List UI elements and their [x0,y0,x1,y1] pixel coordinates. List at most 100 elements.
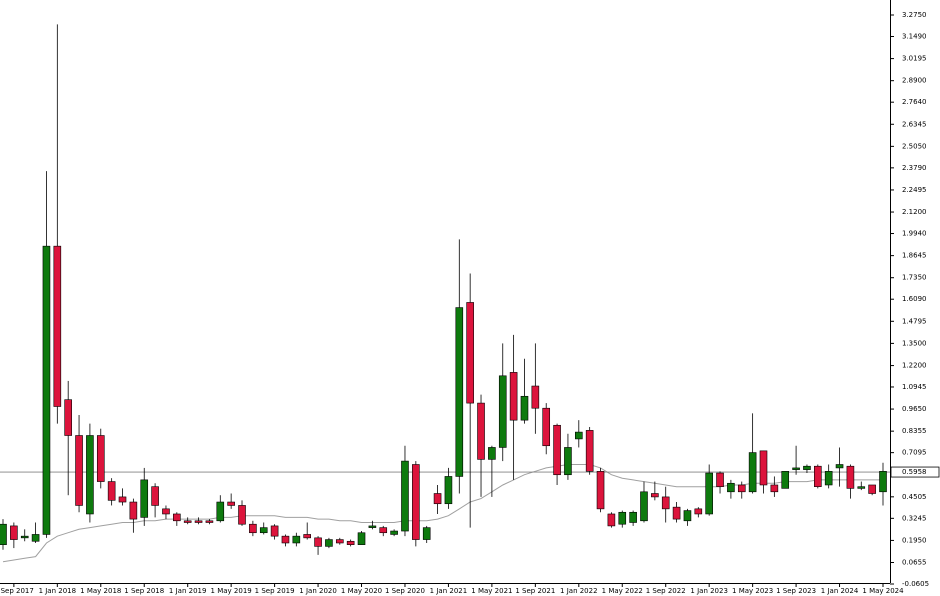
candle-body [553,424,561,476]
candle-body [781,471,790,489]
y-tick-label: 0.3245 [902,514,927,522]
y-tick-label: 1.0945 [902,383,927,391]
y-tick-label: 0.1950 [902,536,927,544]
candle-body [683,510,692,522]
y-tick-label: -0.0605 [902,580,929,588]
candle-body [151,486,159,506]
x-tick-label: 1 Jan 2022 [560,587,598,595]
candle-body [53,245,62,407]
candle-body [672,506,681,520]
candle-body [814,465,822,487]
x-tick-label: 1 Sep 2021 [515,587,555,595]
candle-body [488,447,496,460]
candle-body [857,486,866,489]
candle-body [607,513,616,527]
x-tick-label: 1 Sep 2017 [0,587,34,595]
candle-body [759,450,768,486]
candle-body [357,532,366,545]
moving-average-line [2,464,883,563]
candle-body [390,530,398,535]
x-tick-label: 1 May 2024 [862,587,904,595]
candle-body [227,501,235,506]
x-tick-label: 1 Jan 2021 [430,587,468,595]
x-tick-label: 1 Sep 2020 [385,587,425,595]
candle-body [455,307,464,477]
x-tick-label: 1 Sep 2019 [255,587,295,595]
last-price-box [890,466,940,478]
candle-body [498,375,507,448]
candle-body [422,527,431,540]
candle-body [249,523,257,534]
y-tick-label: 0.7095 [902,449,927,457]
candle-body [401,460,409,532]
candle-body [10,525,18,540]
candle-body [444,476,453,505]
candle-body [585,430,594,472]
candle-body [64,399,72,436]
candle-body [868,484,876,494]
y-tick-label: 2.6345 [902,120,927,128]
candle-body [629,511,637,523]
candle-body [803,465,811,470]
candle-body [86,435,94,515]
y-tick-label: 1.3500 [902,339,927,347]
candle-body [205,520,214,523]
candle-body [259,527,268,534]
candle-body [314,537,322,547]
candle-body [140,479,149,518]
y-tick-label: 0.8355 [902,427,927,435]
x-tick-label: 1 Sep 2022 [646,587,686,595]
candle-body [575,431,583,440]
candle-body [270,525,279,537]
x-tick-label: 1 Jan 2020 [299,587,337,595]
last-price-label: 0.5958 [902,468,927,476]
candle-body [651,493,659,498]
candle-body [477,402,485,460]
candle-body [20,535,29,539]
y-tick-label: 3.2750 [902,11,927,19]
candle-body [531,385,540,409]
y-tick-label: 0.0655 [902,559,927,567]
candle-body [509,372,518,421]
y-tick-label: 3.0195 [902,55,927,63]
x-tick-label: 1 Jan 2023 [690,587,728,595]
y-tick-label: 2.2495 [902,186,927,194]
candle-body [792,467,800,470]
y-tick-label: 2.5050 [902,142,927,150]
candle-body [173,513,181,522]
candle-body [466,302,474,404]
candle-body [216,501,225,522]
candle-body [162,508,170,515]
y-tick-label: 1.9940 [902,230,927,238]
candle-body [238,505,246,525]
y-tick-label: 1.2200 [902,362,927,370]
y-tick-label: 0.4505 [902,493,927,501]
x-tick-label: 1 May 2020 [341,587,382,595]
x-tick-label: 1 Jan 2024 [821,587,859,595]
y-tick-label: 1.4795 [902,317,927,325]
y-tick-label: 2.7640 [902,98,927,106]
x-tick-label: 1 Sep 2023 [776,587,816,595]
candle-body [835,464,844,469]
y-tick-label: 2.1200 [902,208,927,216]
y-tick-label: 3.1490 [902,33,927,41]
candle-body [727,482,735,493]
candle-body [433,493,442,505]
candle-body [292,535,301,544]
candle-body [520,395,529,421]
x-tick-label: 1 May 2022 [602,587,643,595]
x-tick-label: 1 May 2018 [80,587,121,595]
candle-body [42,245,51,535]
candle-body [325,539,333,547]
candle-body [640,491,648,522]
candle-body [107,481,116,501]
y-tick-label: 1.6090 [902,295,927,303]
candle-body [846,465,855,489]
candle-body [281,535,290,544]
candle-body [542,407,551,447]
candle-body [748,452,757,493]
candle-body [183,520,192,523]
y-tick-label: 0.9650 [902,405,927,413]
candle-body [368,525,377,528]
